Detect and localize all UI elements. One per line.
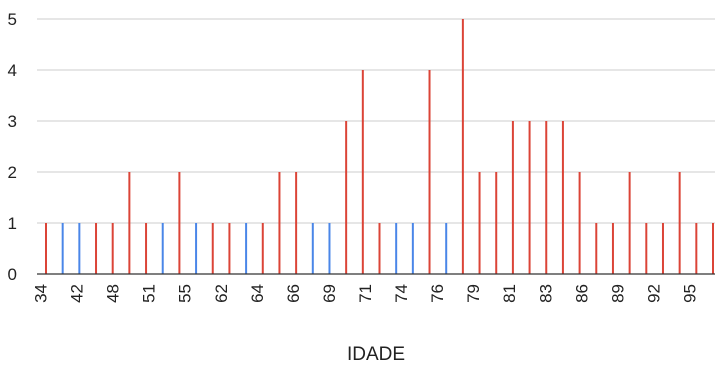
x-tick-label: 89 xyxy=(608,284,627,303)
y-axis-ticks: 0 1 2 3 4 5 xyxy=(8,10,17,284)
grid-lines xyxy=(37,18,715,224)
y-tick-label: 5 xyxy=(8,10,17,29)
x-tick-label: 74 xyxy=(392,284,411,303)
y-tick-label: 1 xyxy=(8,214,17,233)
y-tick-label: 4 xyxy=(8,61,17,80)
x-axis-ticks: 34 42 48 51 55 62 64 66 69 71 74 76 79 81 83 86 89 92 95 xyxy=(31,284,699,303)
x-tick-label: 92 xyxy=(644,284,663,303)
x-tick-label: 76 xyxy=(428,284,447,303)
x-tick-label: 51 xyxy=(140,284,159,303)
x-tick-label: 86 xyxy=(572,284,591,303)
x-tick-label: 81 xyxy=(500,284,519,303)
x-tick-label: 71 xyxy=(356,284,375,303)
x-tick-label: 55 xyxy=(176,284,195,303)
x-tick-label: 48 xyxy=(104,284,123,303)
x-tick-label: 69 xyxy=(320,284,339,303)
bars xyxy=(45,19,714,274)
x-tick-label: 34 xyxy=(31,284,50,303)
x-tick-label: 62 xyxy=(212,284,231,303)
y-tick-label: 0 xyxy=(8,265,17,284)
x-axis-title: IDADE xyxy=(347,344,405,365)
x-tick-label: 66 xyxy=(284,284,303,303)
y-tick-label: 2 xyxy=(8,163,17,182)
x-tick-label: 42 xyxy=(68,284,87,303)
x-tick-label: 95 xyxy=(680,284,699,303)
x-tick-label: 64 xyxy=(248,284,267,303)
x-tick-label: 79 xyxy=(464,284,483,303)
y-tick-label: 3 xyxy=(8,112,17,131)
x-tick-label: 83 xyxy=(536,284,555,303)
